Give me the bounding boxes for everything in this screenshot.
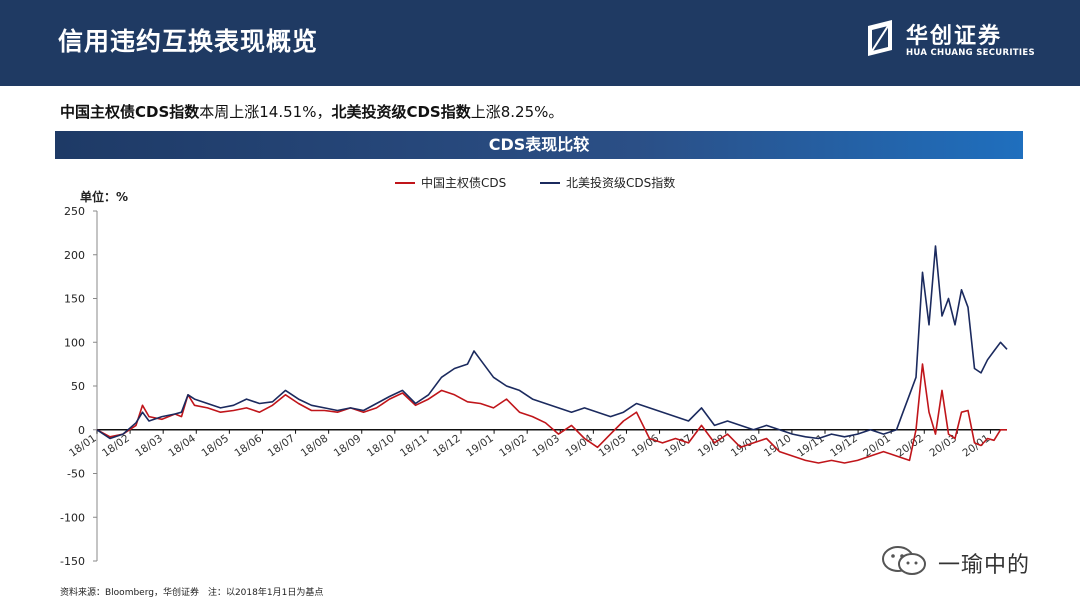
- summary-text-1: 本周上涨14.51%，: [199, 103, 332, 121]
- summary-bold-1: 中国主权债CDS指数: [60, 103, 200, 121]
- x-tick-label: 18/03: [133, 432, 165, 459]
- chart-legend: 中国主权债CDS 北美投资级CDS指数: [395, 175, 675, 190]
- x-tick-label: 18/10: [365, 432, 397, 459]
- y-tick-label: 100: [64, 336, 85, 349]
- x-tick-label: 18/07: [266, 432, 298, 459]
- series-line-1: [96, 363, 1007, 464]
- x-tick-label: 19/06: [630, 432, 662, 459]
- y-tick-label: -100: [60, 511, 85, 524]
- x-tick-label: 20/03: [927, 432, 959, 459]
- summary-text: 中国主权债CDS指数本周上涨14.51%，北美投资级CDS指数上涨8.25%。: [60, 101, 563, 122]
- x-tick-label: 19/03: [530, 432, 562, 459]
- x-tick-label: 18/06: [233, 432, 265, 459]
- chart-banner-title: CDS表现比较: [488, 135, 590, 154]
- logo-chinese-name: 华创证券: [906, 24, 1003, 49]
- cds-line-chart: 中国主权债CDS 北美投资级CDS指数 单位：% -150 -100 -50 0 50 10…: [60, 175, 1008, 568]
- x-tick-label: 19/01: [464, 432, 496, 459]
- x-tick-label: 18/09: [332, 432, 364, 459]
- x-tick-label: 19/05: [597, 432, 629, 459]
- x-tick-label: 18/08: [299, 432, 331, 459]
- x-tick-label: 19/07: [663, 432, 695, 459]
- header-bar: 信用违约互换表现概览 华创证券 HUA CHUANG SECURITIES: [0, 0, 1080, 86]
- x-tick-label: 18/12: [431, 432, 463, 459]
- y-axis: -150 -100 -50 0 50 100 150 200 250: [60, 205, 98, 568]
- x-tick-label: 19/11: [795, 432, 827, 459]
- x-tick-label: 18/11: [398, 432, 430, 459]
- logo-mark-icon: [868, 20, 892, 56]
- x-tick-label: 20/01: [961, 432, 993, 459]
- logo-english-name: HUA CHUANG SECURITIES: [906, 48, 1035, 58]
- x-tick-label: 18/05: [199, 432, 231, 459]
- y-tick-label: 250: [64, 205, 85, 218]
- chart-banner: CDS表现比较: [55, 131, 1023, 159]
- watermark-text: 一瑜中的: [938, 553, 1031, 578]
- y-tick-label: -150: [60, 555, 85, 568]
- wechat-icon: [882, 546, 926, 575]
- legend-label-1: 中国主权债CDS: [421, 175, 506, 190]
- y-tick-label: 50: [71, 380, 85, 393]
- y-tick-label: -50: [67, 468, 85, 481]
- x-tick-label: 20/01: [861, 432, 893, 459]
- source-note: 资料来源：Bloomberg，华创证券 注：以2018年1月1日为基点: [60, 588, 324, 598]
- y-tick-label: 0: [78, 424, 85, 437]
- series-lines: [96, 245, 1008, 464]
- y-tick-label: 200: [64, 249, 85, 262]
- summary-text-2: 上涨8.25%。: [470, 103, 564, 121]
- x-tick-label: 18/04: [166, 432, 198, 459]
- page-title: 信用违约互换表现概览: [58, 27, 319, 56]
- unit-label: 单位：%: [80, 189, 128, 204]
- x-tick-label: 19/04: [563, 432, 595, 459]
- legend-label-2: 北美投资级CDS指数: [566, 175, 675, 190]
- x-tick-label: 19/02: [497, 432, 529, 459]
- y-tick-label: 150: [64, 293, 85, 306]
- x-axis: 18/01 18/02 18/03 18/04 18/05 18/06 18/07 18/08…: [67, 429, 1007, 460]
- company-logo: 华创证券 HUA CHUANG SECURITIES: [862, 18, 1035, 64]
- summary-bold-2: 北美投资级CDS指数: [331, 103, 471, 121]
- series-line-2: [96, 245, 1008, 440]
